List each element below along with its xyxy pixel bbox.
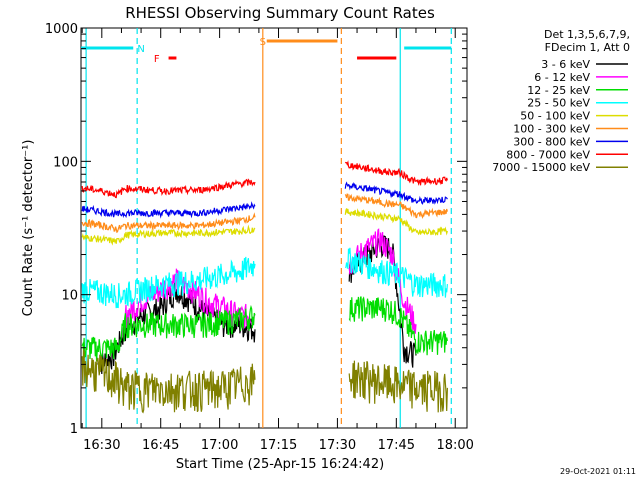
series-line: [81, 178, 256, 199]
series-line: [348, 360, 448, 413]
series-line: [81, 212, 256, 234]
legend-header-line-1: Det 1,3,5,6,7,9,: [544, 28, 630, 41]
series-line: [344, 247, 448, 298]
legend-entry-label: 25 - 50 keV: [527, 97, 590, 110]
y-tick-label: 10: [61, 289, 78, 304]
legend-entry-label: 800 - 7000 keV: [506, 148, 590, 161]
series-line: [344, 193, 448, 219]
series-line: [81, 304, 256, 362]
series-line: [344, 208, 448, 236]
timestamp: 29-Oct-2021 01:11: [560, 467, 636, 476]
y-tick-label: 1000: [45, 22, 78, 37]
plot-frame: [80, 27, 468, 429]
x-tick-label: 18:00: [436, 438, 473, 453]
legend-entry-label: 100 - 300 keV: [513, 123, 590, 136]
x-axis: 16:30 16:45 17:00 17:15 17:30 17:45 18:00: [81, 28, 474, 453]
chart-title: RHESSI Observing Summary Count Rates: [125, 4, 435, 22]
flag-label-N: N: [137, 44, 144, 55]
series-line: [81, 224, 256, 246]
series-line: [81, 201, 256, 219]
plot-area: NFS: [80, 27, 468, 429]
x-tick-label: 17:00: [201, 438, 238, 453]
flag-label-F: F: [154, 54, 160, 65]
legend: Det 1,3,5,6,7,9, FDecim 1, Att 0 3 - 6 k…: [492, 28, 630, 174]
series-line: [81, 349, 256, 414]
x-tick-label: 16:45: [142, 438, 179, 453]
flag-layer: NFS: [81, 37, 452, 65]
x-tick-label: 17:15: [260, 438, 297, 453]
vertical-markers: [85, 28, 452, 428]
x-tick-label: 17:45: [378, 438, 415, 453]
legend-entry-label: 50 - 100 keV: [520, 110, 590, 123]
series-layer: [81, 160, 448, 414]
y-axis-label: Count Rate (s⁻¹ detector⁻¹): [21, 140, 36, 317]
y-tick-label: 100: [53, 155, 78, 170]
y-tick-label: 1: [70, 422, 78, 437]
series-line: [344, 160, 448, 186]
series-line: [344, 181, 448, 205]
x-tick-label: 16:30: [83, 438, 120, 453]
legend-entry-label: 3 - 6 keV: [541, 58, 590, 71]
y-axis: 1 10 100 1000: [45, 22, 467, 437]
series-line: [81, 256, 256, 309]
legend-header-line-2: FDecim 1, Att 0: [545, 41, 630, 54]
legend-entry-label: 12 - 25 keV: [527, 84, 590, 97]
x-axis-label: Start Time (25-Apr-15 16:24:42): [176, 457, 384, 472]
legend-entry-label: 300 - 800 keV: [513, 135, 590, 148]
legend-entry-label: 7000 - 15000 keV: [492, 161, 590, 174]
series-line: [348, 296, 448, 356]
legend-entry-label: 6 - 12 keV: [534, 71, 590, 84]
x-tick-label: 17:30: [319, 438, 356, 453]
